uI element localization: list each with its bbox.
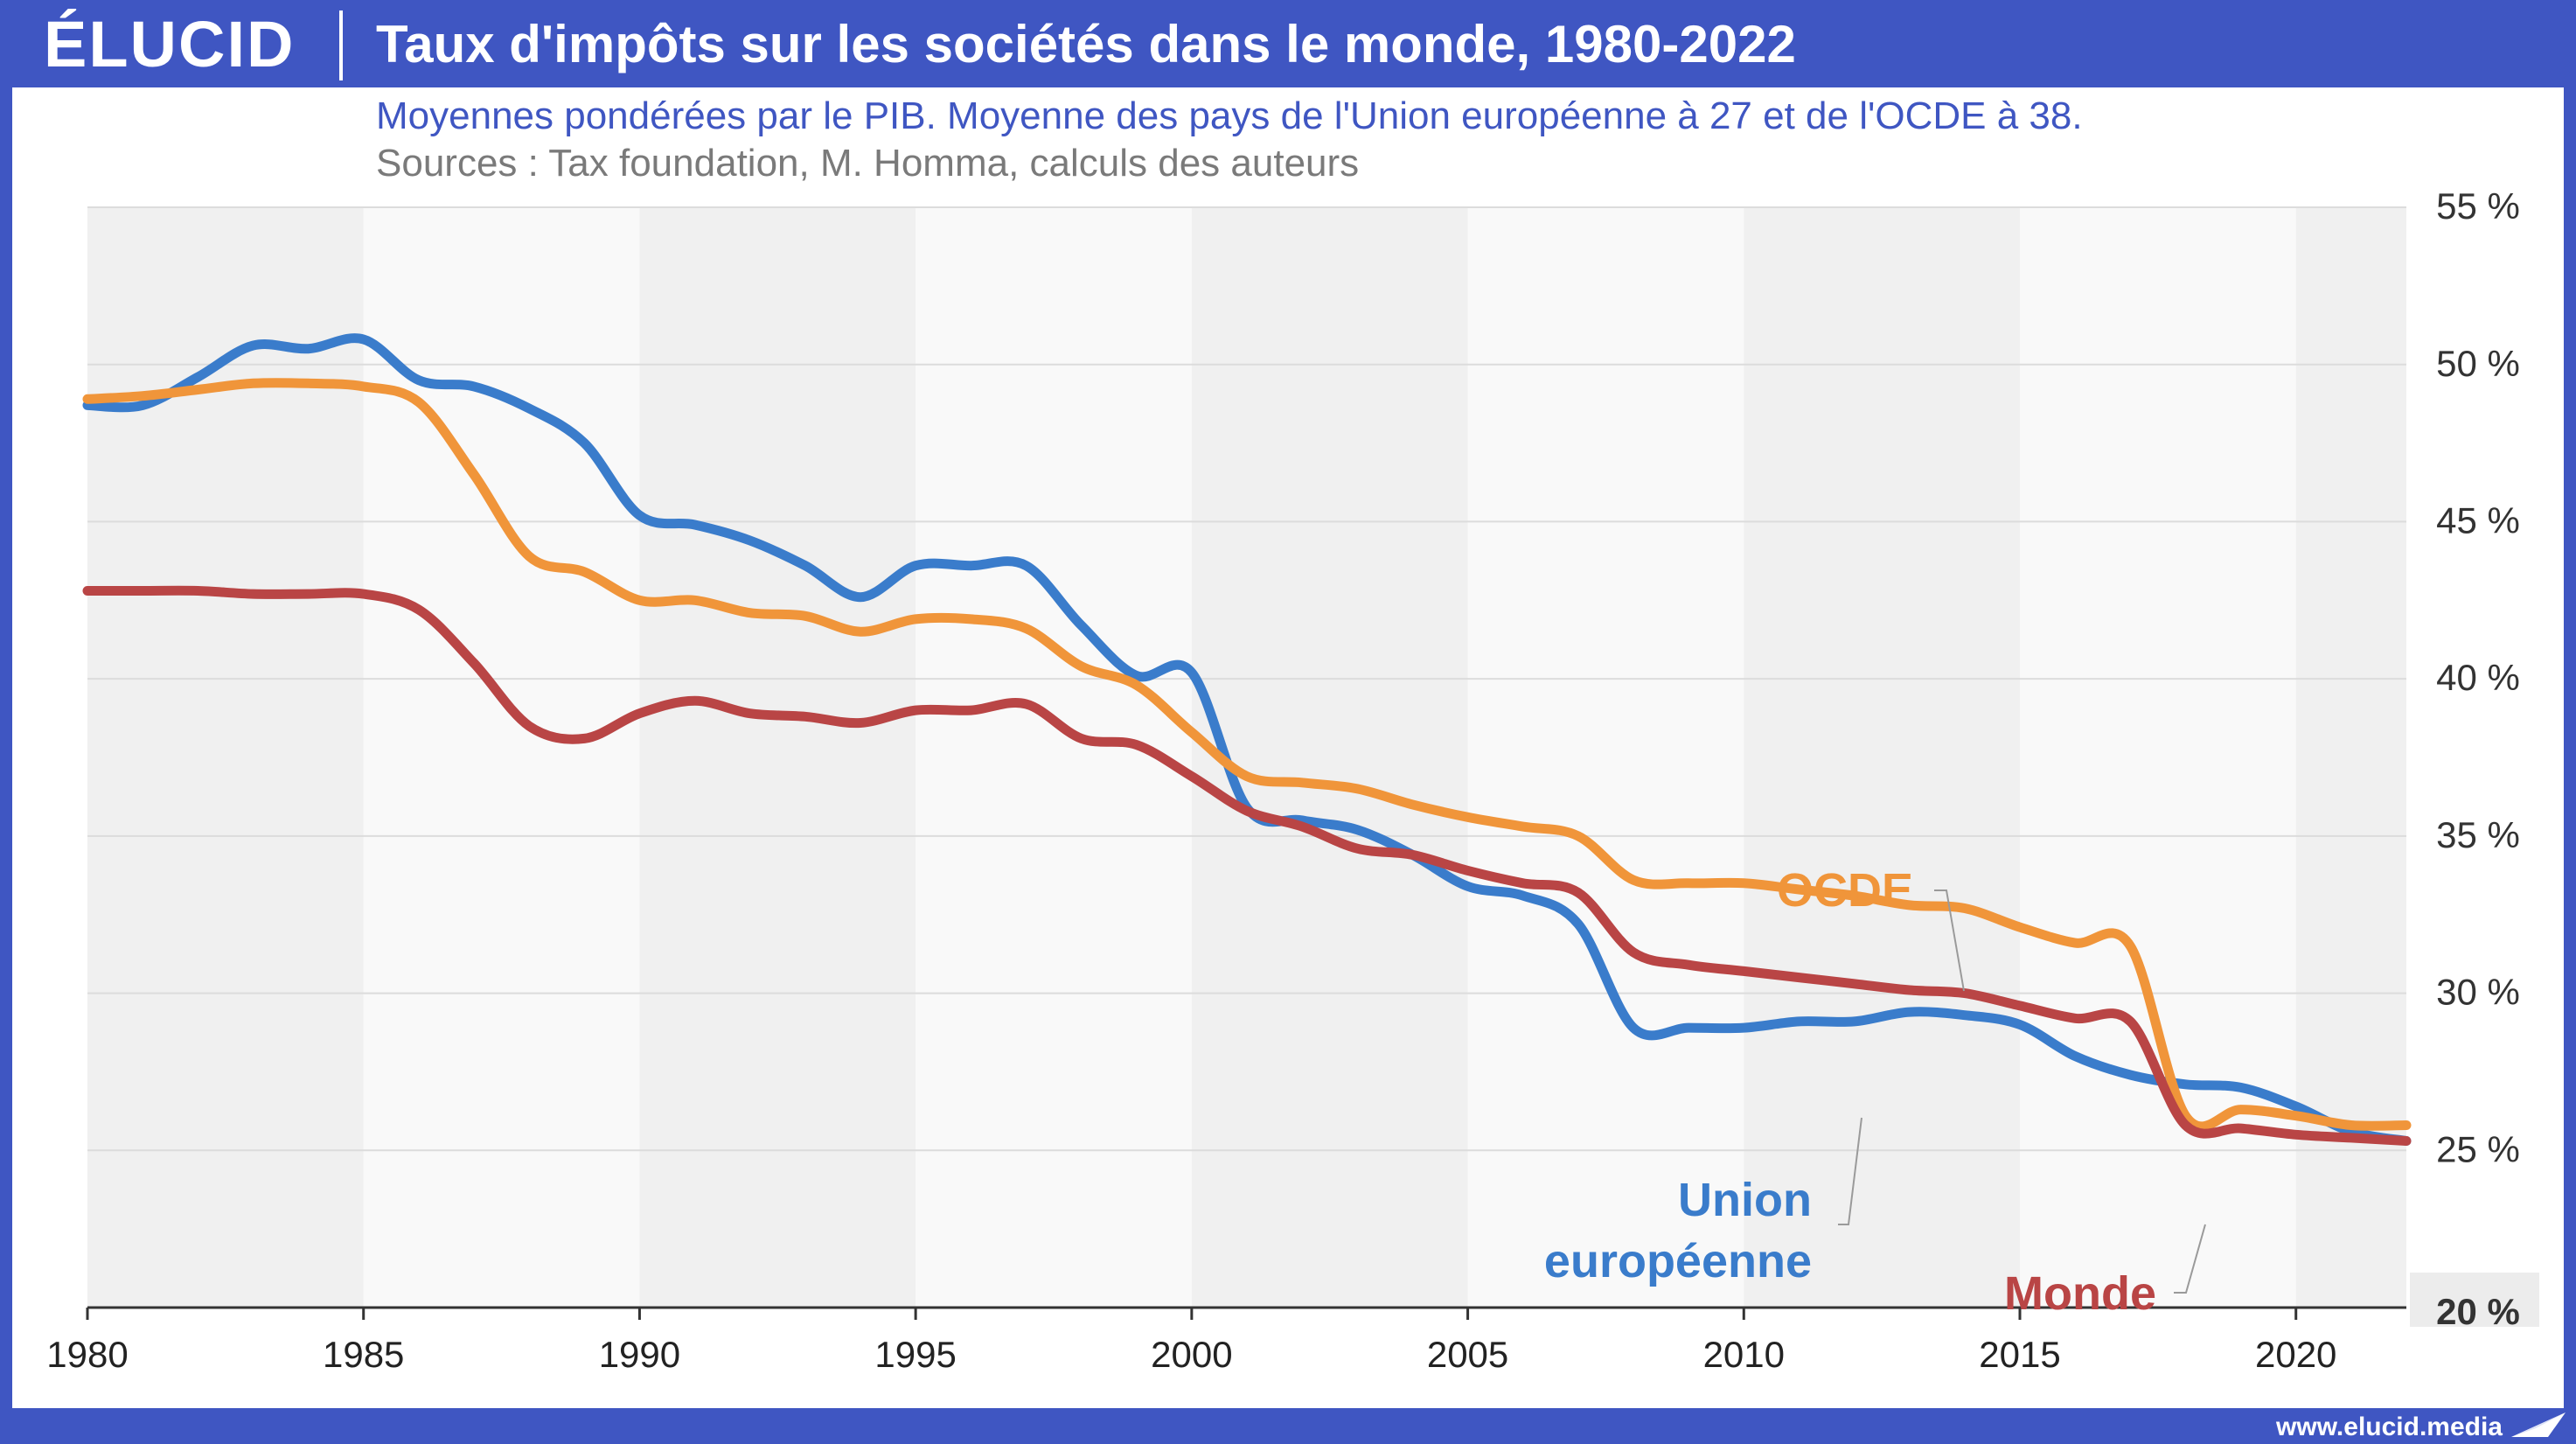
x-tick-label: 2015 [1979,1334,2060,1375]
line-chart: 20 % 25 % 30 % 35 % 40 % 45 % 50 % 55 % 1980 1985… [46,185,2539,1375]
chart-panel: Moyennes pondérées par le PIB. Moyenne d… [12,87,2564,1408]
x-tick-label: 1985 [323,1334,404,1375]
background-band [2020,207,2296,1308]
x-tick-label: 1990 [599,1334,680,1375]
header-bar: ÉLUCID Taux d'impôts sur les sociétés da… [0,0,2576,87]
footer-url[interactable]: www.elucid.media [2276,1413,2503,1441]
series-label-monde: Monde [2004,1267,2156,1320]
x-tick-label: 2020 [2255,1334,2336,1375]
background-band [1191,207,1468,1308]
elucid-logo[interactable]: ÉLUCID [44,7,296,80]
line-ocde [82,378,2412,1132]
leader-line-union-europeenne [1838,1117,1862,1225]
background-band [916,207,1192,1308]
line-monde [82,585,2412,1146]
background-band [87,207,364,1308]
chart-sources: Sources : Tax foundation, M. Homma, calc… [376,142,1360,185]
leader-line-ocde [1934,889,1965,992]
y-tick-label: 30 % [2436,972,2520,1013]
background-band [639,207,916,1308]
y-tick-label-bg [2410,1273,2539,1327]
y-tick-label: 50 % [2436,343,2520,384]
background-band [1467,207,1744,1308]
y-tick-label: 40 % [2436,657,2520,698]
series-label-union-europeenne: Union européenne [1544,1174,1812,1287]
series-label-ocde: OCDE [1777,864,1913,917]
x-tick-label: 2010 [1703,1334,1785,1375]
x-tick-label: 2000 [1151,1334,1232,1375]
y-tick-label: 25 % [2436,1128,2520,1169]
paper-plane-icon [2511,1413,2566,1437]
x-tick-label: 1995 [874,1334,956,1375]
y-tick-label: 35 % [2436,814,2520,855]
x-tick-label: 2005 [1427,1334,1508,1375]
y-tick-label: 55 % [2436,185,2520,227]
y-tick-label: 20 % [2436,1291,2520,1332]
y-tick-label: 45 % [2436,500,2520,541]
background-band [1744,207,2020,1308]
leader-line-monde [2174,1224,2206,1294]
x-tick-label: 1980 [46,1334,128,1375]
chart-title: Taux d'impôts sur les sociétés dans le m… [376,15,1796,73]
header-divider [339,10,343,80]
chart-subtitle: Moyennes pondérées par le PIB. Moyenne d… [376,94,2083,137]
